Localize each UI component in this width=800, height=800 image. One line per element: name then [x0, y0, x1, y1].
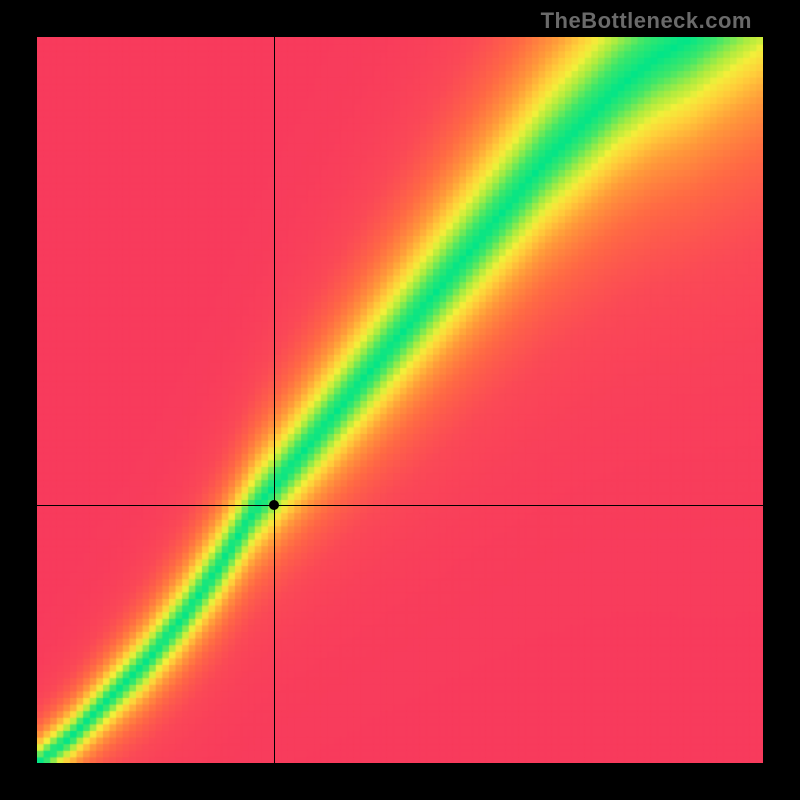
bottleneck-heatmap — [37, 37, 763, 763]
crosshair-vertical — [274, 37, 275, 763]
plot-area — [37, 37, 763, 763]
selection-marker — [269, 500, 279, 510]
crosshair-horizontal — [37, 505, 763, 506]
watermark-text: TheBottleneck.com — [541, 8, 752, 34]
